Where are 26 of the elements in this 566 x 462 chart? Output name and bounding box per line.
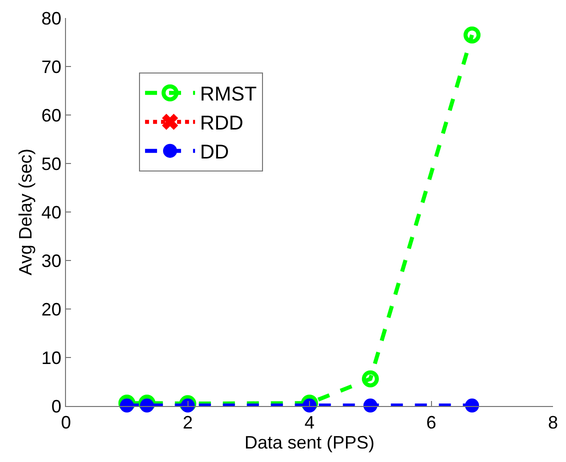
legend-label: RMST (200, 84, 257, 106)
point (120, 398, 134, 413)
legend-label: DD (200, 142, 229, 164)
x-tick-label: 8 (548, 412, 558, 433)
x-tick-label: 2 (182, 412, 193, 433)
point (465, 398, 480, 413)
point (302, 398, 316, 413)
y-axis-title: Avg Delay (sec) (16, 148, 36, 276)
y-tick-label: 20 (41, 299, 62, 320)
point (180, 398, 195, 413)
point (464, 26, 481, 44)
x-tick-label: 6 (426, 412, 436, 433)
y-tick-label: 10 (41, 348, 62, 368)
x-tick-label: 4 (304, 412, 315, 433)
y-tick-label: 0 (51, 396, 62, 416)
y-tick-label: 70 (41, 56, 62, 77)
x-axis-title: Data sent (PPS) (244, 432, 375, 453)
legend-label: RDD (200, 112, 244, 135)
y-tick-label: 60 (41, 105, 62, 126)
point (362, 370, 379, 388)
point (140, 398, 154, 413)
point (363, 398, 378, 413)
y-tick-label: 50 (41, 154, 62, 174)
y-tick-label: 30 (41, 250, 62, 271)
y-tick-label: 80 (41, 8, 62, 28)
y-tick-label: 40 (41, 202, 62, 222)
